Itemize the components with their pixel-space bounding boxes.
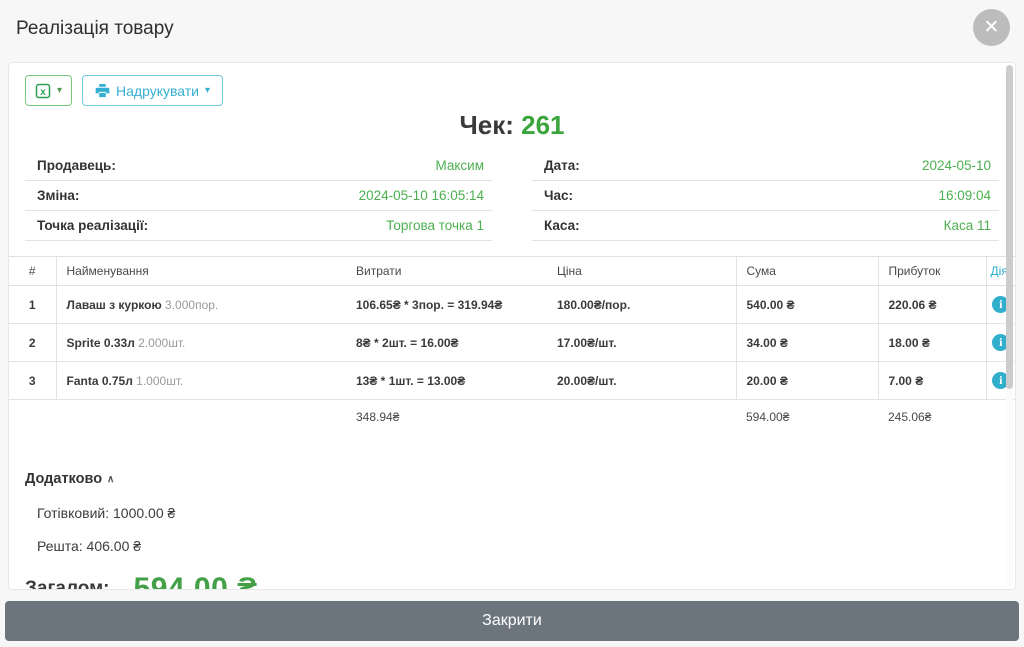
caret-down-icon: ▾ bbox=[205, 85, 211, 96]
sum-cell: 540.00 ₴ bbox=[735, 285, 878, 324]
table-row: 2 Sprite 0.33л 2.000шт. 8₴ * 2шт. = 16.0… bbox=[9, 323, 1015, 362]
info-icon[interactable]: i bbox=[992, 334, 1010, 351]
row-number: 1 bbox=[9, 285, 56, 324]
info-value: Максим bbox=[435, 158, 484, 173]
info-icon[interactable]: i bbox=[992, 372, 1010, 389]
info-row-shift: Зміна: 2024-05-10 16:05:14 bbox=[25, 181, 492, 211]
info-label: Продавець: bbox=[37, 158, 116, 173]
sum-cell: 20.00 ₴ bbox=[735, 361, 878, 400]
receipt-heading-label: Чек: bbox=[459, 110, 514, 140]
price-cell: 17.00₴/шт. bbox=[547, 323, 736, 362]
close-button[interactable]: Закрити bbox=[5, 601, 1019, 641]
grand-total-row: Загалом: 594.00 ₴ bbox=[9, 572, 1015, 590]
scrollbar-thumb[interactable] bbox=[1006, 65, 1013, 389]
footer-profit-total: 245.06₴ bbox=[888, 410, 932, 424]
table-header-row: # Найменування Витрати Ціна Сума Прибуто… bbox=[9, 256, 1015, 286]
sum-cell: 34.00 ₴ bbox=[735, 323, 878, 362]
product-qty: 1.000шт. bbox=[136, 373, 184, 388]
info-value: Торгова точка 1 bbox=[386, 218, 484, 233]
product-name: Sprite 0.33л bbox=[66, 335, 135, 350]
info-row-time: Час: 16:09:04 bbox=[532, 181, 999, 211]
product-name: Fanta 0.75л bbox=[66, 373, 133, 388]
receipt-heading: Чек: 261 bbox=[9, 110, 1015, 141]
info-value: Каса 11 bbox=[943, 218, 991, 233]
info-row-seller: Продавець: Максим bbox=[25, 151, 492, 181]
info-value: 16:09:04 bbox=[938, 188, 991, 203]
col-header-cost: Витрати bbox=[346, 256, 547, 286]
grand-total-label: Загалом: bbox=[25, 578, 110, 590]
product-name-cell: Sprite 0.33л 2.000шт. bbox=[55, 323, 346, 362]
excel-file-icon: x bbox=[35, 83, 51, 99]
info-row-register: Каса: Каса 11 bbox=[532, 211, 999, 241]
info-value: 2024-05-10 16:05:14 bbox=[358, 188, 484, 203]
info-row-date: Дата: 2024-05-10 bbox=[532, 151, 999, 181]
additional-toggle[interactable]: Додатково ∧ bbox=[25, 471, 114, 487]
additional-section: Додатково ∧ Готівковий: 1000.00 ₴ Решта:… bbox=[9, 470, 1015, 554]
cost-cell: 8₴ * 2шт. = 16.00₴ bbox=[346, 323, 547, 362]
print-button[interactable]: Надрукувати ▾ bbox=[82, 75, 224, 106]
cost-cell: 106.65₴ * 3пор. = 319.94₴ bbox=[346, 285, 547, 324]
table-row: 3 Fanta 0.75л 1.000шт. 13₴ * 1шт. = 13.0… bbox=[9, 361, 1015, 400]
col-header-num: # bbox=[9, 256, 56, 286]
info-column-left: Продавець: Максим Зміна: 2024-05-10 16:0… bbox=[25, 151, 492, 241]
modal-title: Реалізація товару bbox=[16, 18, 174, 39]
caret-down-icon: ▾ bbox=[57, 85, 63, 96]
info-row-outlet: Точка реалізації: Торгова точка 1 bbox=[25, 211, 492, 241]
col-header-name: Найменування bbox=[55, 256, 346, 286]
info-label: Дата: bbox=[544, 158, 580, 173]
profit-cell: 18.00 ₴ bbox=[877, 323, 986, 362]
product-qty: 2.000шт. bbox=[138, 335, 186, 350]
profit-cell: 220.06 ₴ bbox=[877, 285, 986, 324]
price-cell: 20.00₴/шт. bbox=[547, 361, 736, 400]
toolbar: x ▾ Надрукувати ▾ bbox=[9, 63, 1015, 106]
product-name-cell: Лаваш з куркою 3.000пор. bbox=[55, 285, 346, 324]
svg-text:x: x bbox=[40, 86, 46, 97]
modal-header: Реалізація товару ✕ bbox=[0, 0, 1024, 56]
product-name: Лаваш з куркою bbox=[66, 297, 162, 312]
info-label: Каса: bbox=[544, 218, 580, 233]
additional-toggle-label: Додатково bbox=[25, 471, 103, 487]
table-row: 1 Лаваш з куркою 3.000пор. 106.65₴ * 3по… bbox=[9, 285, 1015, 324]
col-header-sum: Сума bbox=[735, 256, 878, 286]
scrollbar-track[interactable] bbox=[1006, 65, 1013, 587]
info-label: Зміна: bbox=[37, 188, 80, 203]
footer-cost-total: 348.94₴ bbox=[356, 410, 400, 424]
col-header-profit: Прибуток bbox=[877, 256, 986, 286]
grand-total-value: 594.00 ₴ bbox=[133, 572, 258, 590]
info-icon[interactable]: i bbox=[992, 296, 1010, 313]
row-number: 2 bbox=[9, 323, 56, 362]
export-excel-button[interactable]: x ▾ bbox=[25, 75, 73, 106]
profit-cell: 7.00 ₴ bbox=[877, 361, 986, 400]
info-label: Час: bbox=[544, 188, 573, 203]
receipt-card: x ▾ Надрукувати ▾ Чек: 261 Продавець: bbox=[8, 62, 1016, 590]
change-line: Решта: 406.00 ₴ bbox=[37, 538, 142, 554]
footer-sum-total: 594.00₴ bbox=[746, 410, 790, 424]
cash-line: Готівковий: 1000.00 ₴ bbox=[37, 505, 176, 521]
items-table: # Найменування Витрати Ціна Сума Прибуто… bbox=[9, 256, 1015, 434]
info-value: 2024-05-10 bbox=[921, 158, 991, 173]
receipt-number: 261 bbox=[521, 110, 565, 140]
product-name-cell: Fanta 0.75л 1.000шт. bbox=[55, 361, 346, 400]
product-qty: 3.000пор. bbox=[165, 297, 219, 312]
chevron-up-icon: ∧ bbox=[107, 473, 115, 485]
price-cell: 180.00₴/пор. bbox=[547, 285, 736, 324]
table-footer-row: 348.94₴ 594.00₴ 245.06₴ bbox=[9, 400, 1015, 435]
info-section: Продавець: Максим Зміна: 2024-05-10 16:0… bbox=[9, 141, 1015, 241]
info-column-right: Дата: 2024-05-10 Час: 16:09:04 Каса: Кас… bbox=[532, 151, 999, 241]
col-header-price: Ціна bbox=[547, 256, 736, 286]
info-label: Точка реалізації: bbox=[37, 218, 149, 233]
print-button-label: Надрукувати bbox=[116, 82, 199, 99]
close-icon[interactable]: ✕ bbox=[973, 9, 1010, 46]
row-number: 3 bbox=[9, 361, 56, 400]
cost-cell: 13₴ * 1шт. = 13.00₴ bbox=[346, 361, 547, 400]
printer-icon bbox=[95, 83, 110, 98]
